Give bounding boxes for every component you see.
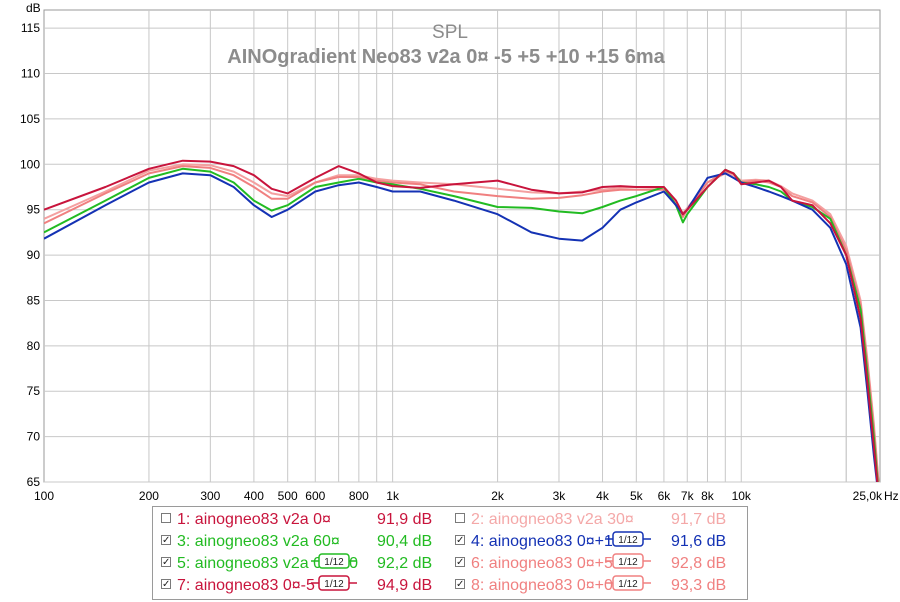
smoothing-label: 1/12: [324, 579, 344, 590]
y-tick-label: 105: [20, 112, 40, 126]
legend-label: 3: ainogneo83 v2a 60¤: [177, 533, 340, 550]
legend-label: 1: ainogneo83 v2a 0¤: [177, 511, 331, 528]
x-tick-label: 8k: [701, 489, 715, 502]
legend-label: 4: ainogneo83 0¤+15: [471, 533, 622, 550]
legend-checkbox[interactable]: ✓: [161, 535, 171, 546]
legend-label: 6: ainogneo83 0¤+5: [471, 555, 613, 572]
legend-label: 2: ainogneo83 v2a 30¤: [471, 511, 634, 528]
smoothing-indicator[interactable]: 1/12: [605, 575, 651, 591]
y-tick-label: 75: [27, 384, 41, 398]
x-tick-label: 500: [278, 489, 298, 502]
x-axis-unit: Hz: [884, 489, 899, 502]
series-line-4: [44, 165, 880, 482]
legend-checkbox[interactable]: ✓: [455, 557, 465, 568]
x-tick-label: 1k: [386, 489, 400, 502]
chart-subtitle: AINOgradient Neo83 v2a 0¤ -5 +5 +10 +15 …: [227, 46, 665, 68]
legend-value: 92,2 dB: [377, 555, 433, 572]
x-tick-label: 800: [349, 489, 369, 502]
x-ticks: 100 200 300 400 500 600 800 1k 2k 3k 4k 5k 6k 7k 8k 10k…: [34, 489, 883, 502]
y-tick-label: 115: [21, 21, 40, 35]
chart-title: SPL: [432, 22, 468, 43]
x-tick-label: 200: [139, 489, 159, 502]
legend-checkbox[interactable]: ✓: [161, 557, 171, 568]
x-tick-label: 3k: [553, 489, 567, 502]
legend-value: 90,4 dB: [377, 533, 433, 550]
legend: 1: ainogneo83 v2a 0¤ 91,9 dB 2: ainogneo83…: [152, 506, 748, 600]
y-ticks: 65 70 75 80 85 90 95 100 105 110 115: [20, 21, 40, 489]
smoothing-label: 1/12: [618, 535, 638, 546]
curves: [44, 159, 880, 482]
y-tick-label: 65: [27, 475, 41, 489]
legend-checkbox[interactable]: [161, 513, 171, 523]
x-tick-label: 7k: [681, 489, 695, 502]
y-tick-label: 85: [27, 293, 41, 307]
legend-label: 5: ainogneo83 v2a 0¤+10: [177, 555, 359, 572]
smoothing-indicator[interactable]: 1/12: [605, 553, 651, 569]
legend-label: 8: ainogneo83 0¤+0: [471, 577, 613, 594]
x-tick-label: 10k: [732, 489, 752, 502]
legend-value: 93,3 dB: [671, 577, 727, 594]
smoothing-label: 1/12: [618, 557, 638, 568]
x-tick-label: 4k: [596, 489, 610, 502]
y-tick-label: 70: [27, 430, 41, 444]
x-tick-label: 5k: [630, 489, 644, 502]
x-tick-label: 600: [305, 489, 325, 502]
y-axis-label: dB: [26, 1, 41, 15]
y-tick-label: 80: [27, 339, 41, 353]
legend-value: 94,9 dB: [377, 577, 433, 594]
legend-checkbox[interactable]: ✓: [161, 579, 171, 590]
legend-checkbox[interactable]: [455, 513, 465, 523]
spl-chart: 65 70 75 80 85 90 95 100 105 110 115 100 200 300 400 5…: [20, 1, 899, 502]
legend-label: 7: ainogneo83 0¤-5: [177, 577, 315, 594]
legend-value: 91,9 dB: [377, 511, 433, 528]
y-tick-label: 100: [20, 157, 40, 171]
y-tick-label: 110: [21, 67, 40, 81]
smoothing-indicator[interactable]: 1/12: [311, 575, 357, 591]
x-tick-label: 2k: [491, 489, 505, 502]
legend-value: 91,7 dB: [671, 511, 727, 528]
x-tick-label: 6k: [658, 489, 672, 502]
legend-checkbox[interactable]: ✓: [455, 535, 465, 546]
series-line-1: [44, 159, 879, 482]
x-tick-label: 25,0k: [853, 489, 883, 502]
x-tick-label: 300: [200, 489, 220, 502]
smoothing-label: 1/12: [324, 557, 344, 568]
smoothing-label: 1/12: [618, 579, 638, 590]
legend-value: 91,6 dB: [671, 533, 727, 550]
grid: [44, 10, 880, 483]
legend-checkbox[interactable]: ✓: [455, 579, 465, 590]
smoothing-indicator[interactable]: 1/12: [605, 531, 651, 547]
y-tick-label: 95: [27, 203, 41, 217]
smoothing-indicator[interactable]: 1/12: [311, 553, 357, 569]
legend-value: 92,8 dB: [671, 555, 727, 572]
x-tick-label: 400: [244, 489, 264, 502]
y-tick-label: 90: [27, 248, 41, 262]
plot-area: [43, 9, 881, 483]
series-line-5: [44, 163, 880, 482]
x-tick-label: 100: [34, 489, 54, 502]
